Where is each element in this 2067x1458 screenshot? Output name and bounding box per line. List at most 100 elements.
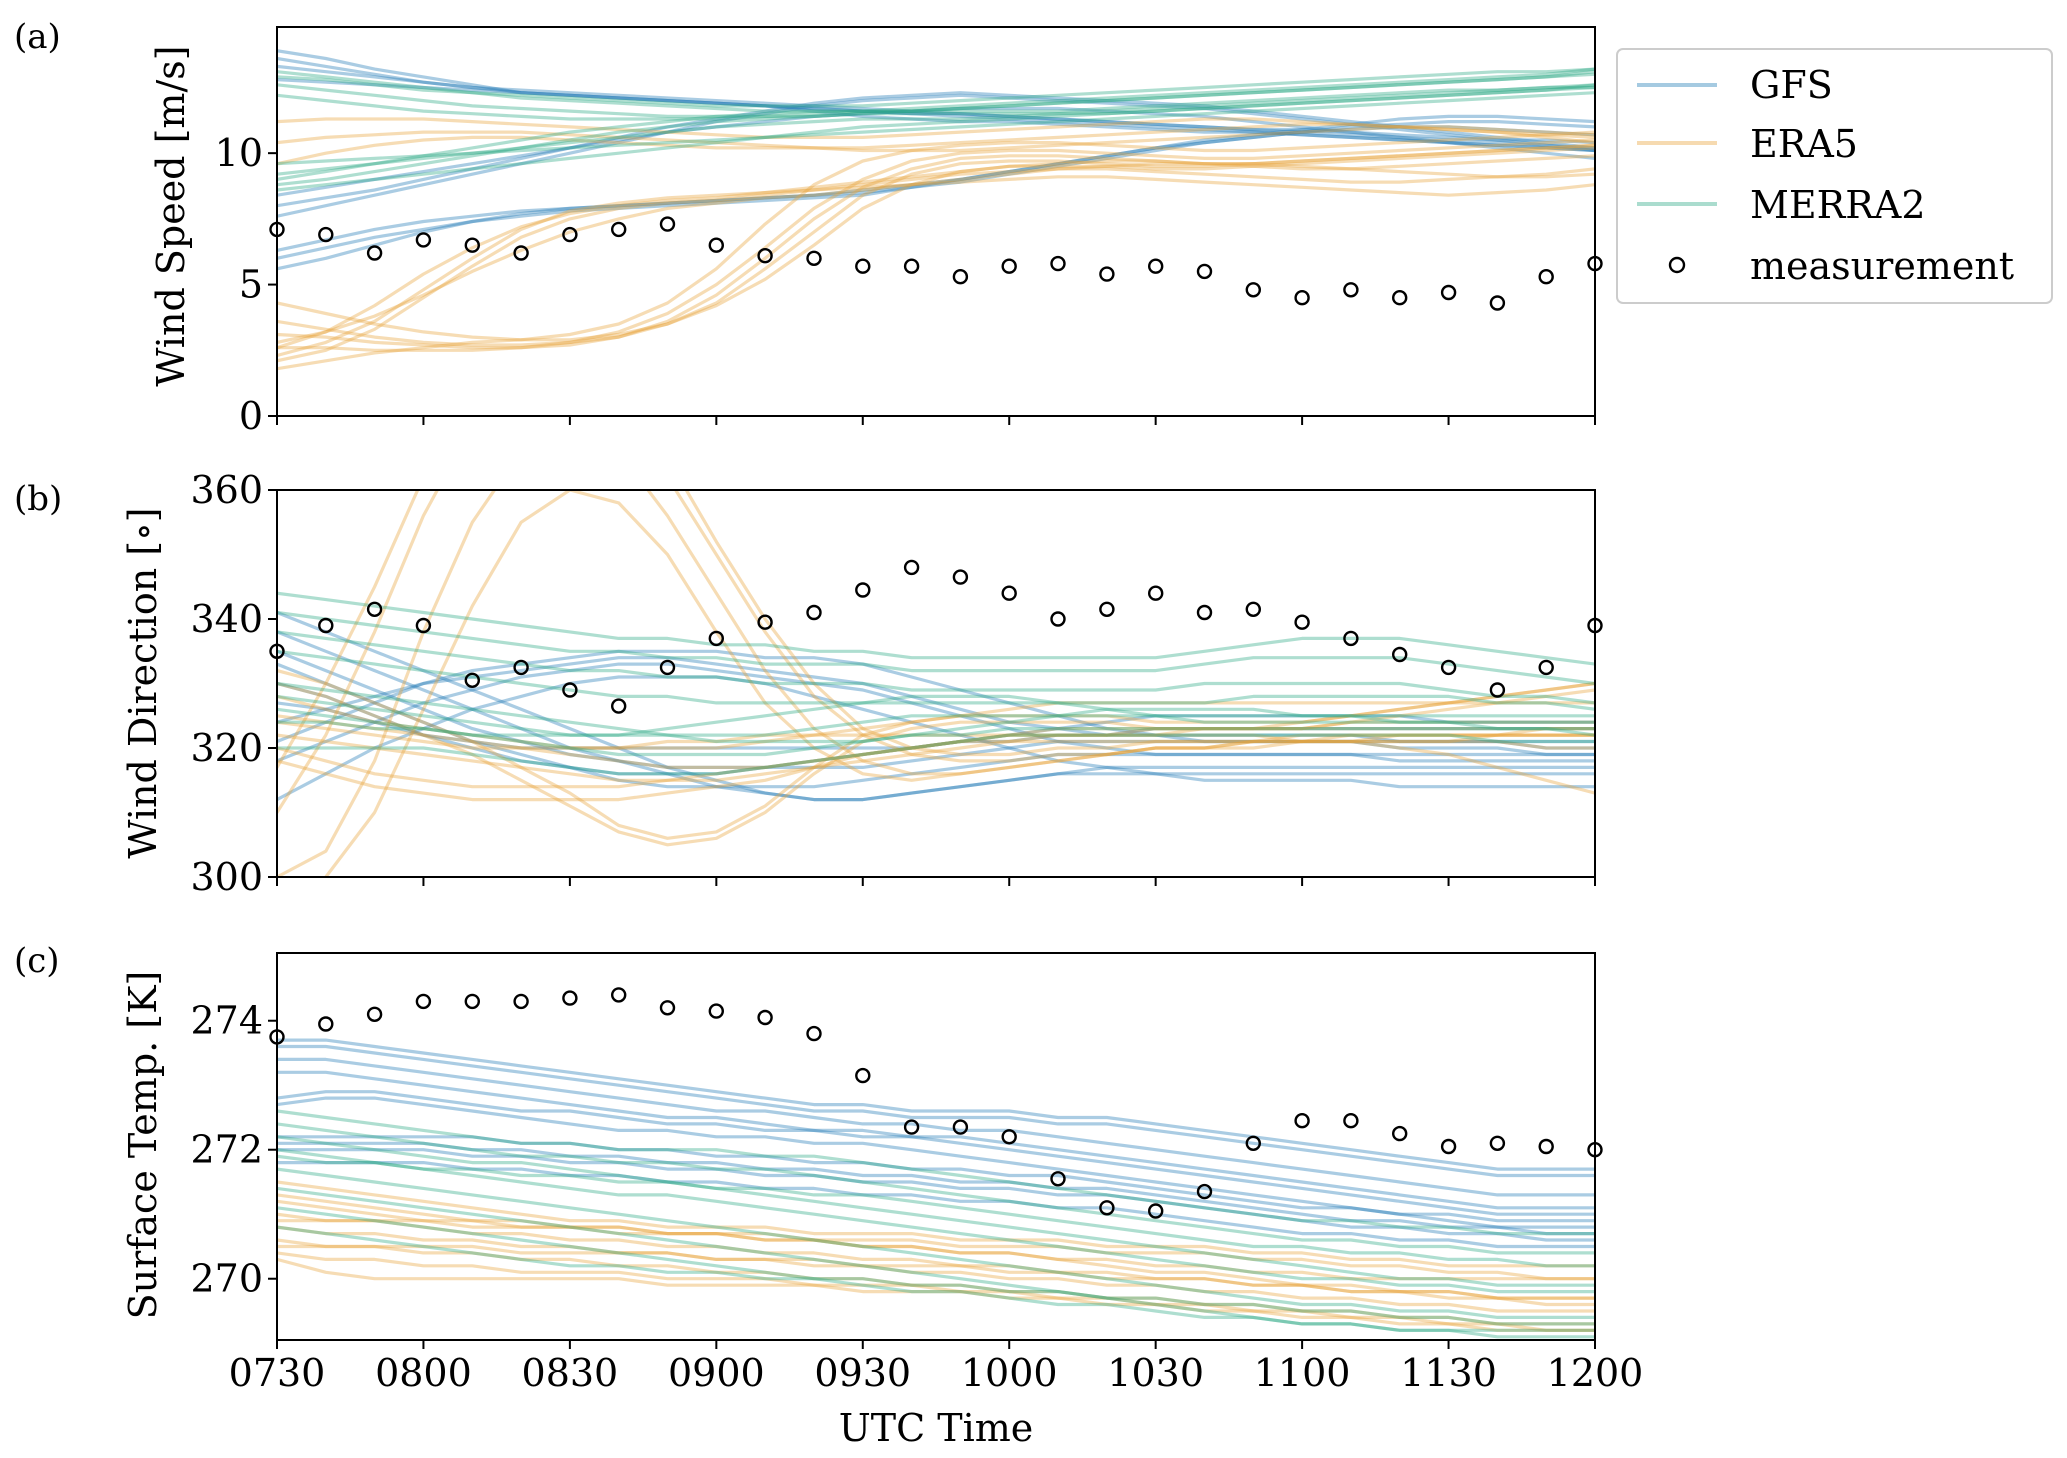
ensemble-line-gfs xyxy=(277,1057,1595,1197)
ensemble-line-gfs xyxy=(277,77,1595,153)
ensemble-line-era5 xyxy=(277,720,1595,789)
ensemble-line-era5 xyxy=(277,138,1595,352)
measurement-point xyxy=(855,1067,871,1084)
measurement-point xyxy=(1099,1200,1115,1216)
ensemble-line-merra2 xyxy=(277,591,1595,666)
measurement-point xyxy=(1538,1138,1554,1155)
ensemble-line-era5 xyxy=(277,490,1595,815)
panel-surface-temp: (c) Surface Temp. [K] 270 272 274 0730 0800… xyxy=(14,941,1643,1395)
measurement-point xyxy=(1391,646,1408,663)
measurement-point xyxy=(1294,290,1310,306)
ensemble-line-era5 xyxy=(277,154,1595,350)
ensemble-line-merra2 xyxy=(277,1167,1595,1320)
legend-entry-measurement: measurement xyxy=(1668,244,2014,288)
ensemble-line-era5 xyxy=(277,681,1595,750)
measurement-point xyxy=(464,237,480,253)
legend-label: measurement xyxy=(1750,244,2014,288)
measurement-point xyxy=(562,226,578,243)
ensemble-line-gfs xyxy=(277,1160,1595,1249)
measurement-point xyxy=(318,617,334,634)
ensemble-line-era5 xyxy=(277,122,1595,166)
measurement-point xyxy=(366,1006,383,1022)
ensemble-line-era5 xyxy=(277,1238,1595,1326)
y-ticks: 300 320 340 360 xyxy=(190,468,277,899)
y-tick-label: 340 xyxy=(190,597,263,641)
ensemble-line-merra2 xyxy=(277,1122,1595,1255)
measurement-point xyxy=(903,559,920,576)
ensemble-line-gfs xyxy=(277,662,1595,789)
x-tick-label: 1030 xyxy=(1107,1351,1204,1395)
measurement-point xyxy=(1538,269,1554,285)
y-ticks: 270 272 274 xyxy=(190,999,277,1301)
measurement-point xyxy=(415,617,432,634)
ensemble-line-merra2 xyxy=(277,1148,1595,1294)
ensemble-line-merra2 xyxy=(277,1154,1595,1268)
ensemble-line-gfs xyxy=(277,1044,1595,1178)
ensemble-line-merra2 xyxy=(277,1186,1595,1339)
measurement-point xyxy=(1391,290,1408,306)
measurement-point xyxy=(1294,1112,1310,1129)
ensemble-line-gfs xyxy=(277,91,1595,208)
measurement-point xyxy=(952,1119,969,1135)
measurement-point xyxy=(806,1025,822,1042)
measurement-point xyxy=(1245,601,1262,617)
ensemble-line-era5 xyxy=(277,733,1595,802)
ensemble-line-merra2 xyxy=(277,83,1595,176)
y-tick-label: 0 xyxy=(239,394,263,438)
legend-label: ERA5 xyxy=(1750,122,1858,166)
ensemble-line-era5 xyxy=(277,1244,1595,1300)
ensemble-line-gfs xyxy=(277,701,1595,750)
panel-wind-speed: (a) Wind Speed [m/s] 0 5 10 xyxy=(14,17,1603,438)
legend: GFS ERA5 MERRA2 measurement xyxy=(1616,48,2053,304)
ensemble-line-merra2 xyxy=(277,1109,1595,1236)
measurement-point xyxy=(806,604,822,621)
y-tick-label: 10 xyxy=(215,131,263,175)
measurement-point xyxy=(1050,255,1066,272)
ensemble-line-merra2 xyxy=(277,85,1595,181)
ensemble-line-gfs xyxy=(277,49,1595,153)
measurement-point xyxy=(415,993,432,1010)
measurement-point xyxy=(1050,611,1066,627)
ensemble-line-gfs xyxy=(277,1070,1595,1210)
ensemble-line-merra2 xyxy=(277,694,1595,737)
measurement-point xyxy=(1489,295,1506,311)
measurement-point xyxy=(464,993,480,1010)
y-axis-label: Surface Temp. [K] xyxy=(121,971,165,1320)
ensemble-line-gfs xyxy=(277,662,1595,763)
ensemble-line-era5 xyxy=(277,1212,1595,1300)
ensemble-line-merra2 xyxy=(277,1225,1595,1326)
ensemble-line-era5 xyxy=(277,490,1595,877)
ensemble-line-merra2 xyxy=(277,70,1595,113)
measurement-point xyxy=(952,569,969,585)
ensemble-line-era5 xyxy=(277,668,1595,840)
x-tick-label: 0830 xyxy=(522,1351,619,1395)
legend-entry-merra2: MERRA2 xyxy=(1637,183,1926,227)
ensemble-line-era5 xyxy=(277,1193,1595,1281)
plot-frame xyxy=(276,26,1596,417)
x-tick-label: 1100 xyxy=(1254,1351,1351,1395)
ensemble-line-era5 xyxy=(277,125,1595,153)
x-ticks xyxy=(276,416,1596,425)
x-tick-label: 0930 xyxy=(814,1351,911,1395)
x-tick-label: 1130 xyxy=(1400,1351,1497,1395)
ensemble-line-era5 xyxy=(277,167,1595,363)
measurement-point xyxy=(1196,263,1213,280)
legend-label: MERRA2 xyxy=(1750,183,1926,227)
measurement-point xyxy=(611,221,627,238)
ensemble-line-era5 xyxy=(277,1257,1595,1332)
measurement-point xyxy=(611,698,627,714)
x-tick-label: 1200 xyxy=(1547,1351,1644,1395)
ensemble-line-era5 xyxy=(277,1251,1595,1332)
measurement-point xyxy=(366,601,383,617)
ensemble-line-gfs xyxy=(277,675,1595,802)
ensemble-line-era5 xyxy=(277,1219,1595,1281)
measurement-point xyxy=(1050,1171,1066,1187)
measurement-point xyxy=(1440,659,1457,676)
ensemble-line-era5 xyxy=(277,490,1595,770)
ensemble-line-merra2 xyxy=(277,70,1595,119)
legend-marker-measurement xyxy=(1668,256,1686,274)
ensemble-line-gfs xyxy=(277,630,1595,802)
ensemble-line-era5 xyxy=(277,681,1595,847)
ensemble-line-gfs xyxy=(277,649,1595,770)
